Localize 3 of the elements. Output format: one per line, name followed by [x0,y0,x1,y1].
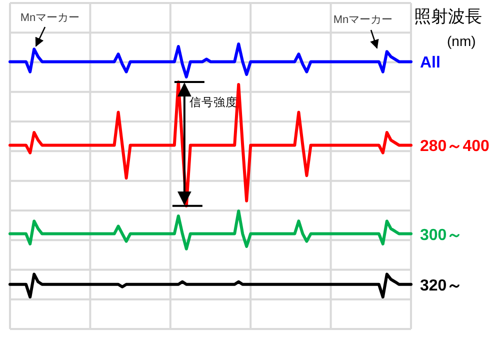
legend-title: 照射波長 (nm) [414,7,482,49]
annotation: Mnマーカー [333,14,393,26]
annotation: Mnマーカー [20,12,80,24]
